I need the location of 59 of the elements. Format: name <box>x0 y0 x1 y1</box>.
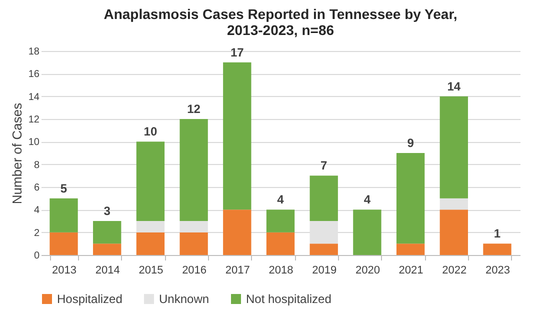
bar <box>180 232 208 255</box>
y-tick-label: 6 <box>34 182 40 194</box>
total-label: 9 <box>407 136 414 150</box>
bar <box>223 62 252 210</box>
bar <box>396 244 425 255</box>
total-label: 10 <box>144 124 158 139</box>
y-tick-label: 10 <box>28 137 40 148</box>
y-axis-title: Number of Cases <box>9 102 24 204</box>
bar <box>440 210 468 255</box>
bar <box>440 198 468 210</box>
text: 2013-2023, n=86 <box>226 22 334 38</box>
total-label: 7 <box>320 158 328 173</box>
x-tick-label: 2017 <box>225 264 250 276</box>
bar <box>266 232 295 255</box>
total-label: 17 <box>230 45 244 60</box>
x-tick-label: 2021 <box>398 264 424 276</box>
y-tick-label: 14 <box>28 92 40 103</box>
bar <box>50 198 78 232</box>
bar <box>310 176 338 221</box>
legend-label: Hospitalized <box>57 292 122 306</box>
y-tick-label: 4 <box>34 205 40 216</box>
x-tick-label: 2019 <box>312 264 337 276</box>
legend-label: Not hospitalized <box>246 292 332 306</box>
y-tick-label: 0 <box>34 250 40 262</box>
total-label: 5 <box>60 181 68 196</box>
bar <box>483 244 512 255</box>
x-tick-label: 2022 <box>442 264 467 276</box>
legend-label: Unknown <box>159 292 210 306</box>
y-tick-label: 16 <box>28 69 40 80</box>
bar <box>310 244 338 255</box>
x-tick-label: 2020 <box>355 264 380 276</box>
bar <box>136 232 165 255</box>
bar <box>353 210 382 255</box>
x-tick-label: 2016 <box>182 264 207 276</box>
total-label: 14 <box>447 79 461 94</box>
x-tick-label: 2015 <box>138 264 164 276</box>
bar <box>93 244 122 255</box>
bar <box>223 210 252 255</box>
y-tick-label: 2 <box>34 228 40 239</box>
bar <box>180 119 208 221</box>
x-tick-label: 2013 <box>52 264 76 276</box>
y-tick-label: 12 <box>28 114 40 126</box>
bar <box>136 142 165 221</box>
total-label: 3 <box>104 204 111 218</box>
y-tick-label: 8 <box>34 160 40 171</box>
bar <box>93 221 122 244</box>
total-label: 4 <box>277 192 284 207</box>
x-tick-label: 2018 <box>268 264 294 276</box>
y-tick-label: 18 <box>28 46 40 58</box>
x-tick-label: 2023 <box>486 264 510 276</box>
x-tick-label: 2014 <box>95 264 120 276</box>
total-label: 12 <box>187 102 201 116</box>
bar <box>440 96 468 198</box>
bar <box>396 153 425 244</box>
total-label: 4 <box>364 192 371 207</box>
total-label: 1 <box>494 226 501 241</box>
bar <box>50 232 78 255</box>
bar <box>266 210 295 232</box>
text: Anaplasmosis Cases Reported in Tennessee by Year, <box>104 6 458 22</box>
